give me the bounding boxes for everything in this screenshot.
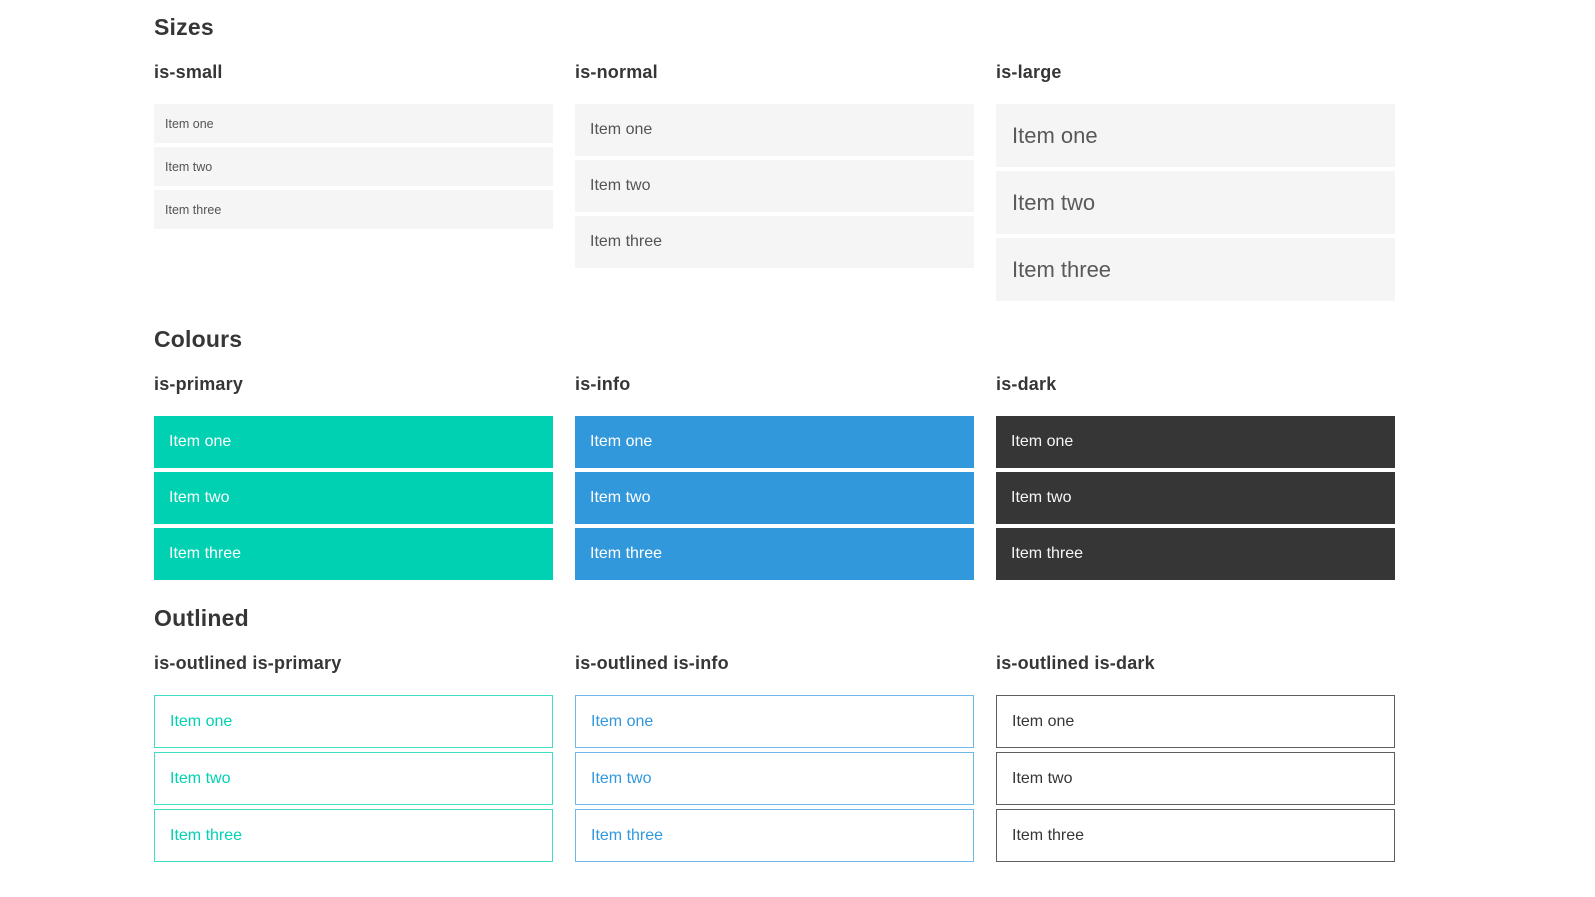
group-label: is-primary xyxy=(154,374,244,394)
group-outlined-dark: is-outlined is-dark Item one Item two Item … xyxy=(996,652,1395,862)
group-dark: is-dark Item one Item two Item three xyxy=(996,373,1395,580)
list-outlined-primary: Item one Item two Item three xyxy=(154,695,553,862)
list-item[interactable]: Item one xyxy=(154,416,553,468)
section-title: Sizes xyxy=(154,14,214,40)
list-item[interactable]: Item two xyxy=(575,160,974,212)
list-item[interactable]: Item three xyxy=(154,190,553,229)
group-label: is-small xyxy=(154,62,223,82)
section-columns: is-primary Item one Item two Item three is-i… xyxy=(154,373,1395,580)
list-item[interactable]: Item one xyxy=(575,104,974,156)
component-demo-page: Sizes is-small Item one Item two Item three i… xyxy=(154,14,1395,862)
list-normal: Item one Item two Item three xyxy=(575,104,974,268)
group-label: is-dark xyxy=(996,374,1057,394)
group-label: is-outlined is-info xyxy=(575,653,729,673)
list-item[interactable]: Item two xyxy=(154,472,553,524)
group-label: is-large xyxy=(996,62,1062,82)
list-item[interactable]: Item one xyxy=(575,416,974,468)
list-item[interactable]: Item one xyxy=(996,695,1395,748)
list-item[interactable]: Item two xyxy=(996,752,1395,805)
group-small: is-small Item one Item two Item three xyxy=(154,61,553,229)
list-large: Item one Item two Item three xyxy=(996,104,1395,301)
group-outlined-info: is-outlined is-info Item one Item two Item … xyxy=(575,652,974,862)
group-large: is-large Item one Item two Item three xyxy=(996,61,1395,301)
list-item[interactable]: Item two xyxy=(996,472,1395,524)
list-info: Item one Item two Item three xyxy=(575,416,974,580)
list-small: Item one Item two Item three xyxy=(154,104,553,229)
list-item[interactable]: Item three xyxy=(575,528,974,580)
group-label: is-outlined is-primary xyxy=(154,653,342,673)
list-item[interactable]: Item three xyxy=(154,528,553,580)
list-item[interactable]: Item two xyxy=(575,752,974,805)
list-item[interactable]: Item three xyxy=(996,528,1395,580)
list-primary: Item one Item two Item three xyxy=(154,416,553,580)
section-colours: Colours is-primary Item one Item two Item th… xyxy=(154,326,1395,580)
group-info: is-info Item one Item two Item three xyxy=(575,373,974,580)
list-item[interactable]: Item two xyxy=(154,752,553,805)
group-primary: is-primary Item one Item two Item three xyxy=(154,373,553,580)
list-outlined-info: Item one Item two Item three xyxy=(575,695,974,862)
list-item[interactable]: Item two xyxy=(575,472,974,524)
group-label: is-normal xyxy=(575,62,658,82)
list-item[interactable]: Item one xyxy=(996,416,1395,468)
list-item[interactable]: Item one xyxy=(575,695,974,748)
section-sizes: Sizes is-small Item one Item two Item three i… xyxy=(154,14,1395,301)
list-dark: Item one Item two Item three xyxy=(996,416,1395,580)
group-normal: is-normal Item one Item two Item three xyxy=(575,61,974,268)
list-item[interactable]: Item three xyxy=(996,809,1395,862)
list-item[interactable]: Item three xyxy=(575,809,974,862)
section-columns: is-outlined is-primary Item one Item two It… xyxy=(154,652,1395,862)
list-item[interactable]: Item three xyxy=(154,809,553,862)
section-outlined: Outlined is-outlined is-primary Item one It… xyxy=(154,605,1395,862)
group-outlined-primary: is-outlined is-primary Item one Item two It… xyxy=(154,652,553,862)
list-item[interactable]: Item three xyxy=(996,238,1395,301)
section-title: Colours xyxy=(154,326,243,352)
group-label: is-outlined is-dark xyxy=(996,653,1155,673)
list-item[interactable]: Item one xyxy=(154,104,553,143)
list-outlined-dark: Item one Item two Item three xyxy=(996,695,1395,862)
list-item[interactable]: Item two xyxy=(996,171,1395,234)
section-columns: is-small Item one Item two Item three is-nor… xyxy=(154,61,1395,301)
list-item[interactable]: Item one xyxy=(996,104,1395,167)
list-item[interactable]: Item two xyxy=(154,147,553,186)
group-label: is-info xyxy=(575,374,631,394)
list-item[interactable]: Item one xyxy=(154,695,553,748)
section-title: Outlined xyxy=(154,605,249,631)
list-item[interactable]: Item three xyxy=(575,216,974,268)
